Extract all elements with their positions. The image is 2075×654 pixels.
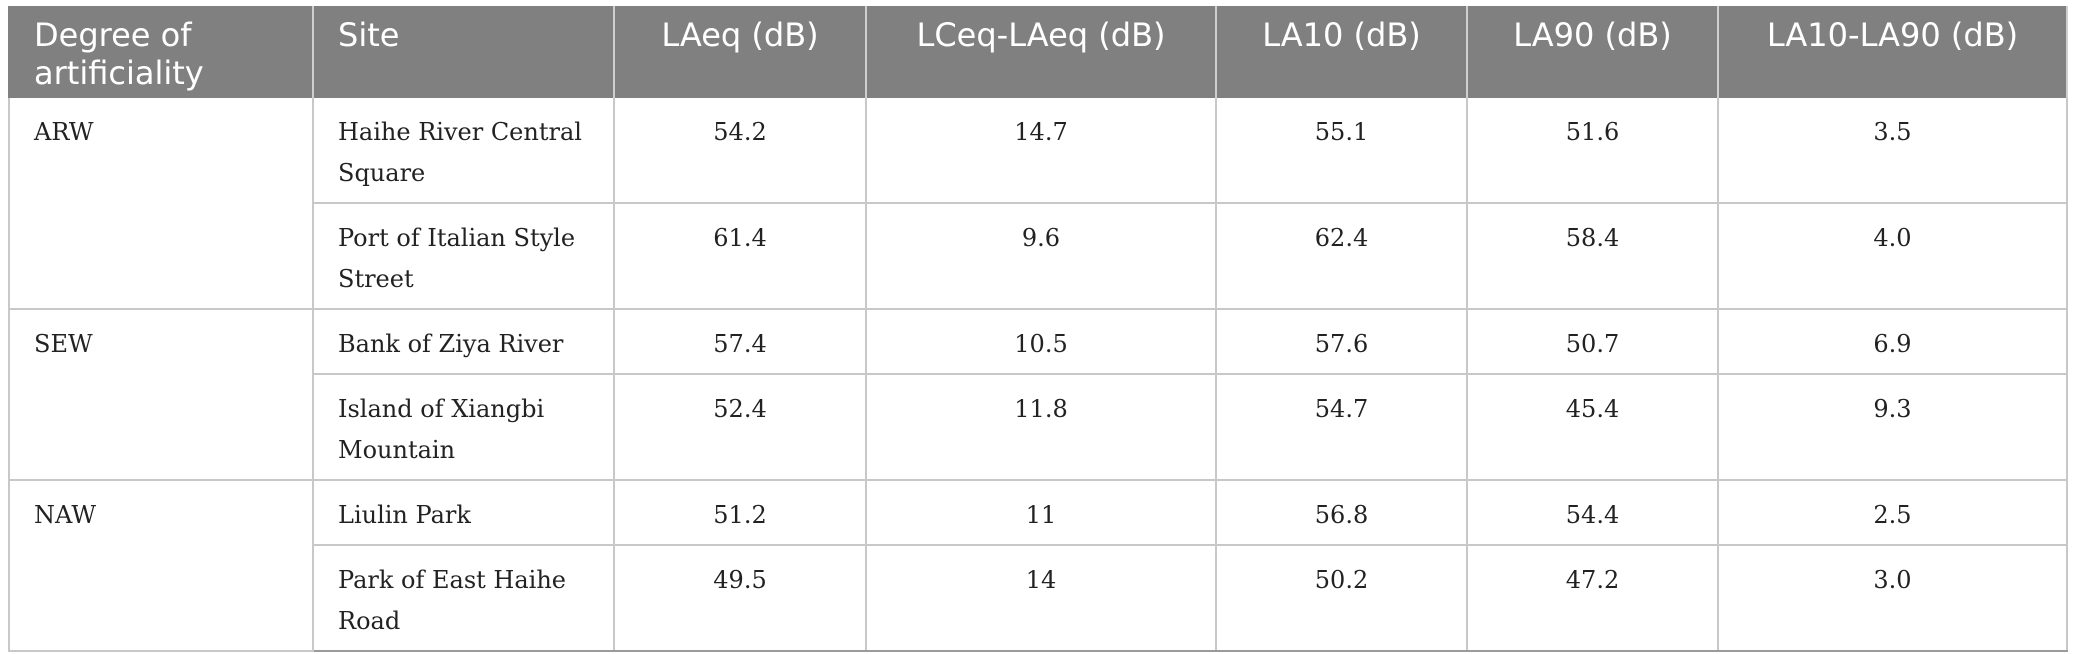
- lceq-laeq-cell: 9.6: [865, 203, 1217, 310]
- site-cell: Bank of Ziya River: [312, 309, 615, 375]
- la90-cell: 54.4: [1466, 480, 1719, 546]
- header-la10: LA10 (dB): [1215, 6, 1468, 98]
- header-site: Site: [312, 6, 615, 98]
- la90-cell: 50.7: [1466, 309, 1719, 375]
- la10-la90-cell: 6.9: [1717, 309, 2068, 375]
- la90-cell: 45.4: [1466, 374, 1719, 481]
- la10-la90-cell: 4.0: [1717, 203, 2068, 310]
- header-degree-of-artificiality: Degree of artificiality: [8, 6, 314, 98]
- site-cell: Island of Xiangbi Mountain: [312, 374, 615, 481]
- laeq-cell: 61.4: [613, 203, 867, 310]
- la10-cell: 62.4: [1215, 203, 1468, 310]
- la90-cell: 58.4: [1466, 203, 1719, 310]
- group-label-arw: ARW: [8, 98, 314, 310]
- header-la10-la90: LA10-LA90 (dB): [1717, 6, 2068, 98]
- la10-la90-cell: 3.5: [1717, 98, 2068, 204]
- header-la90: LA90 (dB): [1466, 6, 1719, 98]
- table-row: ARW Haihe River Central Square 54.2 14.7…: [8, 98, 2068, 310]
- la90-cell: 51.6: [1466, 98, 1719, 204]
- la10-cell: 54.7: [1215, 374, 1468, 481]
- header-row: Degree of artificiality Site LAeq (dB) L…: [8, 6, 2068, 98]
- acoustic-data-table: Degree of artificiality Site LAeq (dB) L…: [8, 6, 2068, 652]
- table-row: Island of Xiangbi Mountain 52.4 11.8 54.…: [9, 374, 2068, 481]
- laeq-cell: 54.2: [613, 98, 867, 204]
- laeq-cell: 49.5: [613, 545, 867, 652]
- table-row: Park of East Haihe Road 49.5 14 50.2 47.…: [9, 545, 2068, 652]
- header-lceq-laeq: LCeq-LAeq (dB): [865, 6, 1217, 98]
- table-row: NAW Liulin Park 51.2 11 56.8 54.4 2.5: [8, 480, 2068, 652]
- la10-la90-cell: 2.5: [1717, 480, 2068, 546]
- lceq-laeq-cell: 14: [865, 545, 1217, 652]
- table-row: SEW Bank of Ziya River 57.4 10.5 57.6 50…: [8, 309, 2068, 481]
- lceq-laeq-cell: 11: [865, 480, 1217, 546]
- la10-cell: 57.6: [1215, 309, 1468, 375]
- laeq-cell: 57.4: [613, 309, 867, 375]
- lceq-laeq-cell: 14.7: [865, 98, 1217, 204]
- group-label-naw: NAW: [8, 480, 314, 652]
- site-cell: Liulin Park: [312, 480, 615, 546]
- la10-la90-cell: 9.3: [1717, 374, 2068, 481]
- la90-cell: 47.2: [1466, 545, 1719, 652]
- lceq-laeq-cell: 10.5: [865, 309, 1217, 375]
- header-laeq: LAeq (dB): [613, 6, 867, 98]
- la10-la90-cell: 3.0: [1717, 545, 2068, 652]
- table-row: Port of Italian Style Street 61.4 9.6 62…: [9, 203, 2068, 310]
- la10-cell: 56.8: [1215, 480, 1468, 546]
- lceq-laeq-cell: 11.8: [865, 374, 1217, 481]
- table-body: ARW Haihe River Central Square 54.2 14.7…: [8, 98, 2068, 652]
- site-cell: Haihe River Central Square: [312, 98, 615, 204]
- group-label-sew: SEW: [8, 309, 314, 481]
- la10-cell: 50.2: [1215, 545, 1468, 652]
- site-cell: Port of Italian Style Street: [312, 203, 615, 310]
- la10-cell: 55.1: [1215, 98, 1468, 204]
- laeq-cell: 51.2: [613, 480, 867, 546]
- table-header: Degree of artificiality Site LAeq (dB) L…: [8, 6, 2068, 98]
- site-cell: Park of East Haihe Road: [312, 545, 615, 652]
- acoustic-data-table-container: Degree of artificiality Site LAeq (dB) L…: [8, 6, 2068, 652]
- laeq-cell: 52.4: [613, 374, 867, 481]
